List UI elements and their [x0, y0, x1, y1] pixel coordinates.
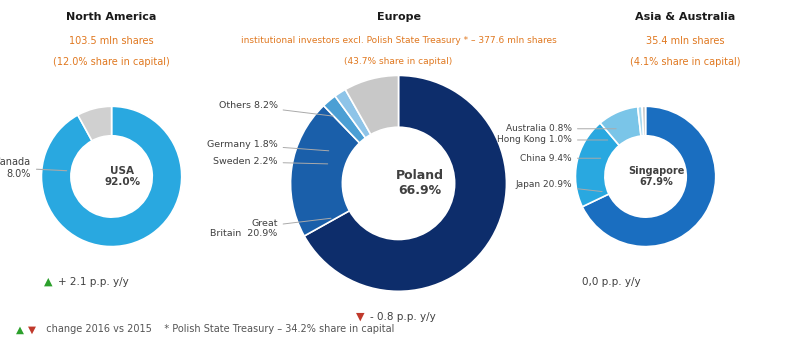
Text: China 9.4%: China 9.4%: [520, 154, 601, 163]
Text: 0,0 p.p. y/y: 0,0 p.p. y/y: [582, 277, 641, 287]
Text: (43.7% share in capital): (43.7% share in capital): [344, 57, 453, 66]
Text: Europe: Europe: [376, 12, 421, 22]
Text: 103.5 mln shares: 103.5 mln shares: [69, 36, 154, 46]
Text: USA
92.0%: USA 92.0%: [104, 166, 140, 187]
Text: Australia 0.8%: Australia 0.8%: [506, 124, 616, 133]
Wedge shape: [291, 106, 359, 236]
Text: (12.0% share in capital): (12.0% share in capital): [53, 57, 170, 67]
Text: Great
Britain  20.9%: Great Britain 20.9%: [210, 218, 331, 238]
Text: + 2.1 p.p. y/y: + 2.1 p.p. y/y: [58, 277, 129, 287]
Text: Germany 1.8%: Germany 1.8%: [207, 140, 329, 151]
Wedge shape: [324, 96, 366, 143]
Text: change 2016 vs 2015    * Polish State Treasury – 34.2% share in capital: change 2016 vs 2015 * Polish State Treas…: [40, 325, 395, 334]
Wedge shape: [575, 123, 619, 207]
Wedge shape: [638, 107, 643, 136]
Wedge shape: [335, 90, 371, 138]
Text: - 0.8 p.p. y/y: - 0.8 p.p. y/y: [370, 312, 435, 321]
Wedge shape: [41, 106, 182, 247]
Text: 35.4 mln shares: 35.4 mln shares: [646, 36, 724, 46]
Wedge shape: [600, 107, 641, 145]
Text: (4.1% share in capital): (4.1% share in capital): [630, 57, 740, 67]
Text: ▲: ▲: [44, 277, 53, 287]
Wedge shape: [642, 106, 646, 136]
Text: Asia & Australia: Asia & Australia: [635, 12, 736, 22]
Text: ▼: ▼: [28, 325, 36, 334]
Text: Singapore
67.9%: Singapore 67.9%: [628, 166, 685, 187]
Text: Hong Kong 1.0%: Hong Kong 1.0%: [497, 136, 608, 145]
Text: institutional investors excl. Polish State Treasury * – 377.6 mln shares: institutional investors excl. Polish Sta…: [241, 36, 556, 45]
Text: Poland
66.9%: Poland 66.9%: [396, 170, 444, 197]
Text: ▼: ▼: [356, 312, 365, 321]
Wedge shape: [304, 75, 506, 291]
Text: North America: North America: [66, 12, 157, 22]
Text: Canada
8.0%: Canada 8.0%: [0, 157, 67, 179]
Text: Others 8.2%: Others 8.2%: [218, 101, 333, 116]
Text: Sweden 2.2%: Sweden 2.2%: [213, 157, 328, 166]
Wedge shape: [583, 106, 716, 247]
Text: Japan 20.9%: Japan 20.9%: [516, 180, 602, 192]
Text: ▲: ▲: [16, 325, 24, 334]
Wedge shape: [78, 106, 112, 141]
Wedge shape: [345, 75, 398, 135]
